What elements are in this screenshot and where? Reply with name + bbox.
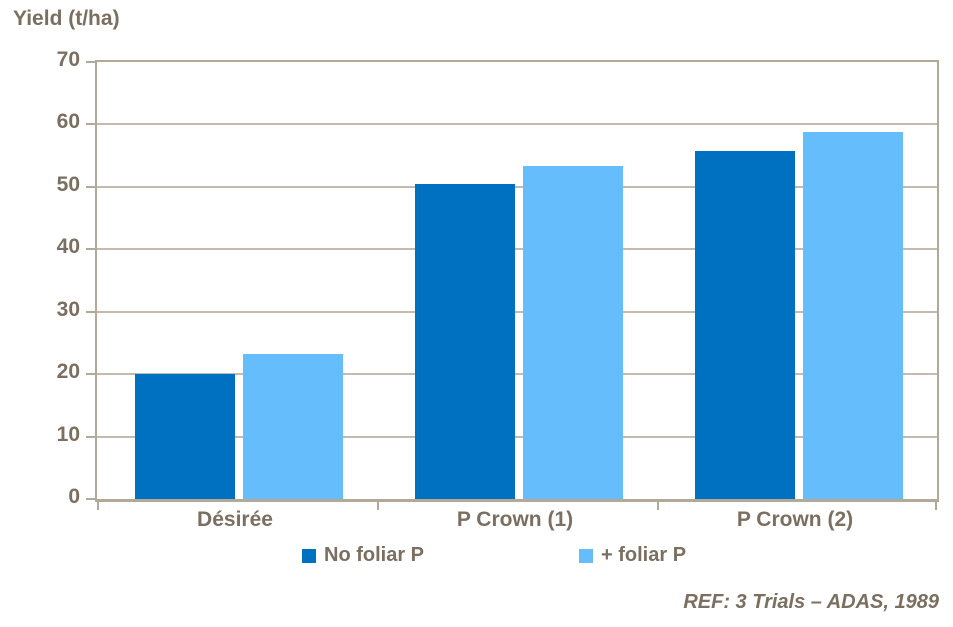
y-axis-tick-70 — [86, 61, 95, 63]
y-axis-tick-20 — [86, 373, 95, 376]
y-axis-tick-60 — [86, 123, 95, 126]
y-axis-tick-0 — [86, 498, 95, 500]
x-axis-tick-1 — [377, 502, 379, 510]
gridline-20 — [97, 373, 937, 376]
x-axis-tick-0 — [97, 502, 99, 510]
gridline-60 — [97, 123, 937, 126]
y-axis-label-30: 30 — [56, 297, 80, 321]
x-axis-tick-2 — [657, 502, 659, 510]
legend-swatch-icon — [579, 548, 593, 563]
legend-item-1: + foliar P — [579, 544, 686, 567]
plot-area — [86, 60, 939, 510]
gridline-10 — [97, 435, 937, 438]
legend-label: No foliar P — [324, 544, 425, 566]
legend-swatch-icon — [302, 548, 316, 563]
chart-title: Yield (t/ha) — [13, 7, 120, 30]
bar-d-sir-e-series-1 — [243, 354, 343, 499]
gridline-50 — [97, 185, 937, 188]
x-axis-tick-3 — [935, 502, 937, 510]
y-axis-label-70: 70 — [56, 48, 80, 71]
gridline-40 — [97, 248, 937, 251]
legend-item-0: No foliar P — [302, 544, 424, 567]
x-axis-label-0: Désirée — [197, 508, 273, 531]
y-axis-tick-30 — [86, 310, 95, 313]
y-axis-tick-40 — [86, 248, 95, 251]
y-axis-label-0: 0 — [68, 485, 80, 508]
legend-label: + foliar P — [601, 544, 687, 566]
bar-p-crown-2--series-0 — [695, 150, 795, 499]
x-axis-label-2: P Crown (2) — [736, 508, 854, 531]
y-axis-label-50: 50 — [56, 172, 80, 196]
y-axis-label-60: 60 — [56, 110, 80, 134]
y-axis-tick-50 — [86, 185, 95, 188]
bar-d-sir-e-series-0 — [135, 374, 235, 499]
chart-legend: No foliar P + foliar P — [95, 544, 935, 570]
bar-p-crown-1--series-1 — [523, 166, 623, 499]
y-axis-label-40: 40 — [56, 235, 80, 259]
y-axis-label-10: 10 — [56, 422, 80, 446]
chart-footnote: REF: 3 Trials – ADAS, 1989 — [683, 591, 939, 613]
y-axis-tick-10 — [86, 435, 95, 438]
y-axis-label-20: 20 — [56, 360, 80, 384]
gridline-30 — [97, 310, 937, 313]
x-axis-label-1: P Crown (1) — [456, 508, 574, 531]
bar-p-crown-2--series-1 — [803, 131, 903, 499]
bar-p-crown-1--series-0 — [415, 183, 515, 499]
